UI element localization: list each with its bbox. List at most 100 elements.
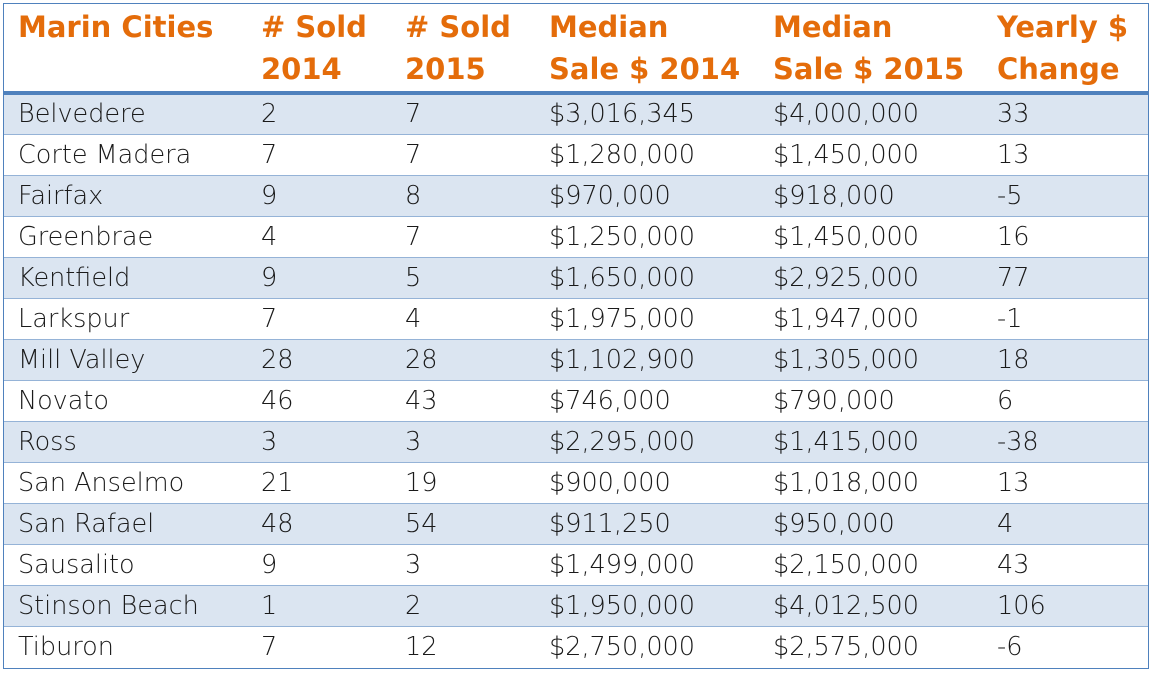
- table-row: Stinson Beach 1 2 $1,950,000 $4,012,500 106: [4, 584, 1148, 626]
- city-cell: Corte Madera: [4, 133, 247, 175]
- header-label-line: Median: [549, 10, 669, 44]
- city-cell: Stinson Beach: [4, 584, 247, 626]
- table-row: Sausalito 9 3 $1,499,000 $2,150,000 43: [4, 543, 1148, 585]
- table-header: Marin Cities # Sold 2014 # Sold 2015 Median Sa…: [4, 4, 1148, 95]
- header-median-sale-2014: Median Sale $ 2014: [535, 4, 759, 95]
- header-median-sale-2015: Median Sale $ 2015: [759, 4, 983, 95]
- header-label-line: Median: [773, 10, 893, 44]
- median-2014-cell: $1,499,000: [535, 543, 759, 585]
- table-row: Fairfax 9 8 $970,000 $918,000 -5: [4, 174, 1148, 216]
- table-row: Tiburon 7 12 $2,750,000 $2,575,000 -6: [4, 625, 1148, 667]
- sold-2014-cell: 2: [247, 93, 391, 134]
- median-2014-cell: $970,000: [535, 174, 759, 216]
- table-row: San Anselmo 21 19 $900,000 $1,018,000 13: [4, 461, 1148, 503]
- header-label-line: Sale $ 2015: [773, 52, 965, 86]
- median-2015-cell: $1,450,000: [759, 215, 983, 257]
- yearly-change-cell: -6: [983, 625, 1148, 667]
- median-2014-cell: $1,950,000: [535, 584, 759, 626]
- median-2014-cell: $911,250: [535, 502, 759, 544]
- median-2014-cell: $2,750,000: [535, 625, 759, 667]
- median-2015-cell: $1,415,000: [759, 420, 983, 462]
- header-label-line: # Sold: [261, 10, 367, 44]
- header-yearly-change: Yearly $ Change: [983, 4, 1148, 95]
- yearly-change-cell: 106: [983, 584, 1148, 626]
- median-2015-cell: $1,018,000: [759, 461, 983, 503]
- table-row: Kentfield 9 5 $1,650,000 $2,925,000 77: [4, 256, 1148, 298]
- median-2015-cell: $2,575,000: [759, 625, 983, 667]
- city-cell: Sausalito: [4, 543, 247, 585]
- median-2014-cell: $900,000: [535, 461, 759, 503]
- yearly-change-cell: 13: [983, 133, 1148, 175]
- sold-2014-cell: 9: [247, 256, 391, 298]
- city-cell: Fairfax: [4, 174, 247, 216]
- yearly-change-cell: 18: [983, 338, 1148, 380]
- header-label-line: Sale $ 2014: [549, 52, 741, 86]
- table-row: Corte Madera 7 7 $1,280,000 $1,450,000 13: [4, 133, 1148, 175]
- sold-2014-cell: 48: [247, 502, 391, 544]
- table-row: Ross 3 3 $2,295,000 $1,415,000 -38: [4, 420, 1148, 462]
- yearly-change-cell: -38: [983, 420, 1148, 462]
- sold-2014-cell: 7: [247, 297, 391, 339]
- table-row: Larkspur 7 4 $1,975,000 $1,947,000 -1: [4, 297, 1148, 339]
- median-2015-cell: $4,000,000: [759, 93, 983, 134]
- sales-table-frame: Marin Cities # Sold 2014 # Sold 2015 Median Sa…: [3, 3, 1149, 669]
- sold-2014-cell: 9: [247, 543, 391, 585]
- city-cell: San Rafael: [4, 502, 247, 544]
- median-2015-cell: $2,925,000: [759, 256, 983, 298]
- header-label-line: # Sold: [405, 10, 511, 44]
- yearly-change-cell: -5: [983, 174, 1148, 216]
- city-cell: Larkspur: [4, 297, 247, 339]
- marin-sales-table: Marin Cities # Sold 2014 # Sold 2015 Median Sa…: [4, 4, 1148, 667]
- sold-2015-cell: 19: [391, 461, 535, 503]
- sold-2014-cell: 1: [247, 584, 391, 626]
- sold-2015-cell: 43: [391, 379, 535, 421]
- median-2014-cell: $1,102,900: [535, 338, 759, 380]
- median-2015-cell: $950,000: [759, 502, 983, 544]
- sold-2015-cell: 8: [391, 174, 535, 216]
- sold-2015-cell: 54: [391, 502, 535, 544]
- header-label-line: Change: [997, 52, 1120, 86]
- sold-2014-cell: 7: [247, 133, 391, 175]
- median-2014-cell: $1,250,000: [535, 215, 759, 257]
- median-2015-cell: $790,000: [759, 379, 983, 421]
- sold-2015-cell: 3: [391, 543, 535, 585]
- sold-2014-cell: 46: [247, 379, 391, 421]
- table-row: Mill Valley 28 28 $1,102,900 $1,305,000 18: [4, 338, 1148, 380]
- yearly-change-cell: 43: [983, 543, 1148, 585]
- median-2015-cell: $2,150,000: [759, 543, 983, 585]
- city-cell: Tiburon: [4, 625, 247, 667]
- yearly-change-cell: -1: [983, 297, 1148, 339]
- header-row: Marin Cities # Sold 2014 # Sold 2015 Median Sa…: [4, 4, 1148, 95]
- sold-2014-cell: 4: [247, 215, 391, 257]
- sold-2014-cell: 7: [247, 625, 391, 667]
- header-marin-cities: Marin Cities: [4, 4, 247, 95]
- sold-2015-cell: 3: [391, 420, 535, 462]
- sold-2015-cell: 12: [391, 625, 535, 667]
- median-2014-cell: $1,650,000: [535, 256, 759, 298]
- city-cell: Ross: [4, 420, 247, 462]
- sold-2015-cell: 28: [391, 338, 535, 380]
- median-2014-cell: $3,016,345: [535, 93, 759, 134]
- median-2015-cell: $1,947,000: [759, 297, 983, 339]
- header-label-line: Yearly $: [997, 10, 1128, 44]
- median-2014-cell: $746,000: [535, 379, 759, 421]
- sold-2015-cell: 7: [391, 93, 535, 134]
- city-cell: San Anselmo: [4, 461, 247, 503]
- header-sold-2015: # Sold 2015: [391, 4, 535, 95]
- table-row: Belvedere 2 7 $3,016,345 $4,000,000 33: [4, 93, 1148, 134]
- table-body: Belvedere 2 7 $3,016,345 $4,000,000 33 Corte M…: [4, 93, 1148, 667]
- city-cell: Kentfield: [4, 256, 247, 298]
- sold-2015-cell: 2: [391, 584, 535, 626]
- sold-2015-cell: 5: [391, 256, 535, 298]
- sold-2015-cell: 4: [391, 297, 535, 339]
- yearly-change-cell: 13: [983, 461, 1148, 503]
- sold-2015-cell: 7: [391, 215, 535, 257]
- city-cell: Greenbrae: [4, 215, 247, 257]
- median-2015-cell: $4,012,500: [759, 584, 983, 626]
- city-cell: Mill Valley: [4, 338, 247, 380]
- table-row: Novato 46 43 $746,000 $790,000 6: [4, 379, 1148, 421]
- sold-2014-cell: 3: [247, 420, 391, 462]
- sold-2014-cell: 9: [247, 174, 391, 216]
- median-2015-cell: $918,000: [759, 174, 983, 216]
- city-cell: Novato: [4, 379, 247, 421]
